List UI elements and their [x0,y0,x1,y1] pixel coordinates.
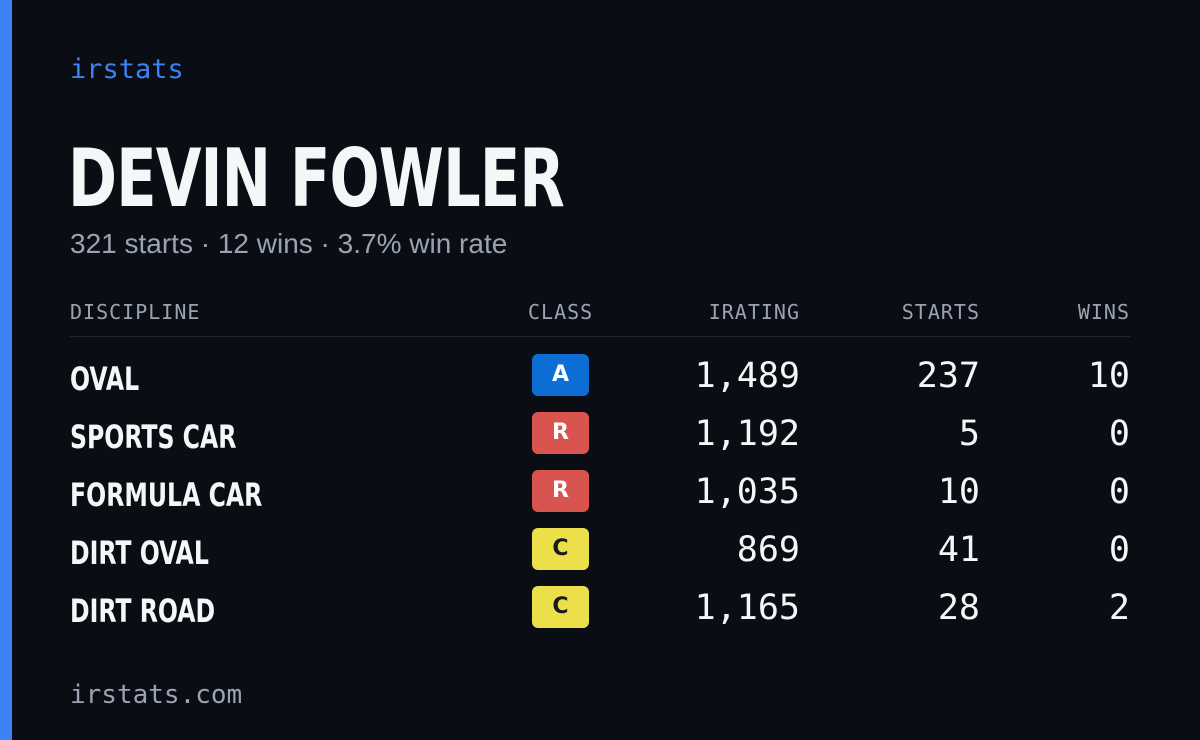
irating: 1,192 [694,414,800,454]
starts: 41 [937,530,980,570]
discipline: DIRT OVAL [70,534,209,572]
starts: 28 [937,588,980,628]
discipline: FORMULA CAR [70,476,263,514]
irating: 1,489 [694,356,800,396]
class-badge: C [532,528,589,570]
footer: irstats.com [70,680,243,710]
brand: irstats [70,54,184,85]
player-name: DEVIN FOWLER [68,132,565,225]
irating: 869 [736,530,800,570]
discipline: DIRT ROAD [70,592,216,630]
column-header: CLASS [528,300,594,324]
irating: 1,165 [694,588,800,628]
wins: 0 [1108,414,1130,454]
wins: 10 [1087,356,1130,396]
divider [70,336,1130,337]
starts: 237 [916,356,980,396]
starts: 10 [937,472,980,512]
class-badge: A [532,354,589,396]
class-badge: C [532,586,589,628]
wins: 0 [1108,472,1130,512]
wins: 2 [1108,588,1130,628]
column-header: DISCIPLINE [70,300,201,324]
class-badge: R [532,412,589,454]
wins: 0 [1108,530,1130,570]
column-header: IRATING [708,300,800,324]
discipline: SPORTS CAR [70,418,237,456]
class-badge: R [532,470,589,512]
column-header: WINS [1077,300,1130,324]
discipline: OVAL [70,360,140,398]
column-header: STARTS [901,300,980,324]
accent-bar [0,0,12,740]
starts: 5 [958,414,980,454]
irating: 1,035 [694,472,800,512]
summary: 321 starts · 12 wins · 3.7% win rate [70,228,508,259]
